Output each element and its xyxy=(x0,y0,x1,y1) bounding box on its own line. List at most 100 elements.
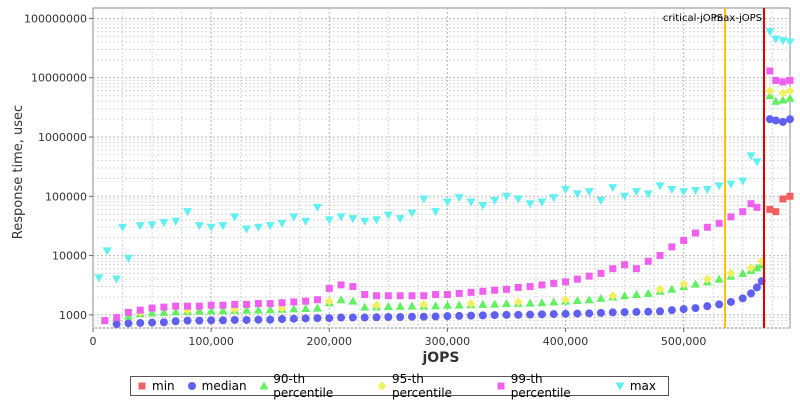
data-point xyxy=(183,316,192,325)
data-point xyxy=(643,288,653,297)
data-point xyxy=(312,203,322,212)
data-point xyxy=(502,310,511,319)
data-point xyxy=(715,300,724,309)
data-point xyxy=(702,274,712,284)
data-point xyxy=(172,302,180,310)
data-point xyxy=(243,300,251,308)
legend-label: median xyxy=(201,379,247,393)
data-point xyxy=(526,310,535,319)
data-point xyxy=(752,283,761,292)
data-point xyxy=(419,299,429,309)
data-point xyxy=(765,28,775,37)
data-point xyxy=(218,306,228,315)
data-point xyxy=(771,35,781,44)
data-point xyxy=(94,274,104,283)
x-tick-label: 500,000 xyxy=(661,335,707,348)
data-point xyxy=(714,182,724,191)
data-point xyxy=(372,313,381,322)
data-point xyxy=(702,186,712,195)
x-tick-label: 300,000 xyxy=(425,335,471,348)
data-point xyxy=(277,219,287,228)
data-point xyxy=(171,307,181,316)
x-tick-label: 100,000 xyxy=(188,335,234,348)
data-point xyxy=(102,247,112,256)
data-point xyxy=(467,288,475,296)
data-point xyxy=(336,295,346,304)
data-point xyxy=(690,187,700,196)
data-point xyxy=(479,287,487,295)
data-point xyxy=(632,265,640,273)
data-point xyxy=(147,221,157,230)
data-point xyxy=(714,274,724,283)
legend-item: 90-th percentile xyxy=(259,372,366,400)
data-point xyxy=(278,299,286,307)
data-point xyxy=(253,305,263,314)
data-point xyxy=(265,222,275,231)
data-point xyxy=(632,307,641,316)
data-point xyxy=(159,307,169,316)
data-point xyxy=(195,302,203,310)
data-point xyxy=(478,201,488,210)
data-point xyxy=(207,316,216,325)
data-point xyxy=(124,308,132,316)
data-point xyxy=(218,316,227,325)
data-point xyxy=(443,312,452,321)
chart-legend: min median 90-th percentile 95-th percentil… xyxy=(130,372,669,400)
data-point xyxy=(771,116,780,125)
y-tick-label: 100000000 xyxy=(24,12,87,25)
data-point xyxy=(478,311,487,320)
data-point xyxy=(596,293,606,302)
data-point xyxy=(514,310,523,319)
data-point xyxy=(148,304,156,312)
data-point xyxy=(360,217,370,226)
data-point xyxy=(431,208,441,217)
data-point xyxy=(408,292,416,300)
data-point xyxy=(608,184,618,193)
data-point xyxy=(490,299,500,308)
data-point xyxy=(266,315,275,324)
y-tick-label: 1000 xyxy=(59,309,87,322)
data-point xyxy=(631,290,641,299)
y-tick-label: 10000 xyxy=(52,250,87,263)
data-point xyxy=(549,297,559,306)
data-point xyxy=(766,67,774,75)
legend-symbol xyxy=(497,382,505,390)
data-point xyxy=(691,304,700,313)
data-point xyxy=(726,297,735,306)
series-median xyxy=(112,115,794,329)
data-point xyxy=(550,279,558,287)
data-point xyxy=(442,300,452,309)
data-point xyxy=(360,302,370,311)
data-point xyxy=(679,188,689,197)
data-point xyxy=(596,196,606,205)
data-point xyxy=(206,306,216,315)
data-point xyxy=(253,223,263,232)
legend-symbol xyxy=(615,382,625,391)
data-point xyxy=(747,200,755,208)
data-point xyxy=(419,195,429,204)
data-point xyxy=(384,292,392,300)
legend-marker xyxy=(377,381,387,391)
data-point xyxy=(301,217,311,226)
data-point xyxy=(420,292,428,300)
data-point xyxy=(525,200,535,209)
x-tick-label: 0 xyxy=(90,335,97,348)
data-point xyxy=(159,318,168,327)
data-point xyxy=(136,306,144,314)
data-point xyxy=(779,195,787,203)
data-point xyxy=(513,297,523,307)
data-point xyxy=(207,301,215,309)
data-point xyxy=(656,252,664,260)
data-point xyxy=(289,314,298,323)
data-point xyxy=(184,302,192,310)
data-point xyxy=(644,307,653,316)
legend-marker xyxy=(138,382,146,390)
data-point xyxy=(147,308,157,317)
data-point xyxy=(668,243,676,251)
data-point xyxy=(195,316,204,325)
data-point xyxy=(502,285,510,293)
legend-marker xyxy=(615,382,625,391)
data-point xyxy=(183,208,193,217)
